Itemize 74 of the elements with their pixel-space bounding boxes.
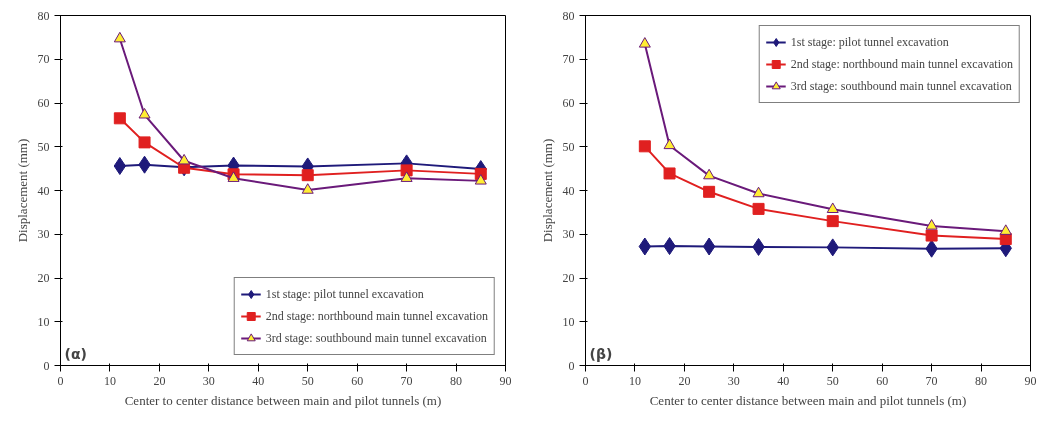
- x-tick-label: 80: [975, 373, 988, 388]
- x-tick-label: 80: [450, 373, 463, 388]
- legend-label: 1st stage: pilot tunnel excavation: [265, 286, 424, 302]
- y-tick-label: 40: [562, 183, 575, 198]
- x-tick-label: 40: [252, 373, 265, 388]
- point: [138, 107, 151, 119]
- y-tick-label: 80: [37, 8, 50, 23]
- y-tick-label: 30: [562, 227, 575, 242]
- x-tick-label: 50: [301, 373, 314, 388]
- point: [752, 202, 765, 215]
- x-tick-label: 0: [582, 373, 589, 388]
- point: [703, 185, 716, 198]
- y-tick-label: 80: [562, 8, 575, 23]
- legend-label: 3rd stage: southbound main tunnel excavation: [265, 330, 487, 346]
- point: [826, 202, 839, 213]
- x-tick-label: 0: [57, 373, 64, 388]
- x-axis-title: Center to center distance between main and pilot tunnels (m): [124, 392, 442, 408]
- x-tick-label: 10: [628, 373, 641, 388]
- annotation: (β): [589, 345, 613, 362]
- point: [178, 153, 191, 165]
- y-tick-label: 10: [37, 314, 50, 329]
- point: [999, 224, 1012, 235]
- x-tick-label: 50: [826, 373, 839, 388]
- legend-label: 3rd stage: southbound main tunnel excavation: [790, 78, 1012, 94]
- point: [752, 186, 765, 198]
- point: [301, 169, 314, 182]
- y-tick-label: 20: [37, 271, 50, 285]
- y-tick-label: 0: [43, 358, 50, 373]
- y-tick-label: 20: [562, 271, 575, 285]
- point: [925, 229, 938, 242]
- x-tick-label: 70: [925, 373, 938, 388]
- point: [638, 37, 651, 48]
- y-axis-title: Displacement (mm): [539, 138, 555, 243]
- point: [702, 237, 716, 256]
- point: [113, 31, 126, 43]
- y-tick-label: 30: [37, 227, 50, 242]
- point: [474, 174, 487, 185]
- legend-label: 2nd stage: northbound main tunnel excavation: [265, 308, 488, 324]
- point: [663, 167, 676, 180]
- y-tick-label: 60: [37, 96, 50, 110]
- x-tick-label: 70: [400, 373, 413, 388]
- y-tick-label: 40: [37, 183, 50, 198]
- point: [113, 157, 126, 175]
- point: [663, 138, 676, 150]
- y-axis-title: Displacement (mm): [14, 138, 30, 243]
- y-tick-label: 50: [562, 139, 575, 154]
- x-tick-label: 60: [876, 373, 889, 388]
- y-tick-label: 50: [37, 139, 50, 154]
- y-tick-label: 70: [562, 52, 575, 67]
- y-tick-label: 0: [568, 358, 575, 373]
- x-tick-label: 90: [499, 373, 512, 388]
- point: [301, 183, 314, 194]
- legend-label: 1st stage: pilot tunnel excavation: [790, 34, 949, 50]
- x-tick-label: 20: [678, 373, 691, 388]
- point: [638, 140, 651, 153]
- legend-label: 2nd stage: northbound main tunnel excavation: [790, 56, 1013, 72]
- x-axis-title: Center to center distance between main and pilot tunnels (m): [649, 392, 967, 408]
- x-tick-label: 40: [777, 373, 790, 388]
- x-tick-label: 30: [727, 373, 740, 388]
- point: [703, 168, 716, 180]
- x-tick-label: 20: [153, 373, 166, 388]
- point: [826, 215, 839, 228]
- point: [925, 219, 938, 230]
- annotation: (α): [64, 345, 87, 362]
- x-tick-label: 90: [1024, 373, 1037, 388]
- x-tick-label: 10: [103, 373, 116, 388]
- y-tick-label: 70: [37, 52, 50, 67]
- point: [138, 136, 151, 149]
- point: [113, 112, 126, 125]
- y-tick-label: 10: [562, 314, 575, 329]
- y-tick-label: 60: [562, 96, 575, 110]
- point: [400, 171, 413, 182]
- x-tick-label: 30: [202, 373, 215, 388]
- x-tick-label: 60: [351, 373, 364, 388]
